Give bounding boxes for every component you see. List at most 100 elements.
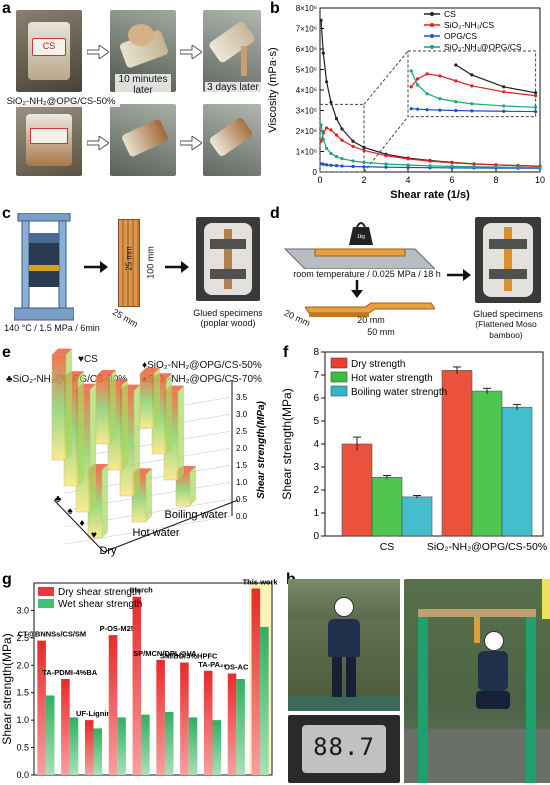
y-tick-label: 2.0 xyxy=(16,660,29,670)
y-axis-label: Shear strength(MPa) xyxy=(0,633,14,744)
panel-d: d 1kg room temperature / 0.025 MPa / 18 … xyxy=(265,205,550,340)
inset-point-3 xyxy=(470,102,474,106)
legend-swatch-0 xyxy=(330,357,348,369)
caption-10min: 10 minutes later xyxy=(115,74,171,96)
caption-bamboo-1: Glued specimens xyxy=(473,309,543,319)
category-label: OS-AC xyxy=(224,663,249,672)
series-line-3 xyxy=(320,124,541,169)
bar-1-1 xyxy=(69,717,79,775)
category-label: CS xyxy=(380,541,395,553)
inset-point-3 xyxy=(454,100,458,104)
legend-label-0: CS xyxy=(444,9,456,19)
arrow-d-right xyxy=(447,269,471,281)
bar-0-5 xyxy=(156,659,165,775)
bar-1-3 xyxy=(117,717,126,775)
panel-b: b 0 1×10⁶ 2×10⁶ 3×10⁶ 4×10⁶ 5×10⁶ 6×10⁶ 7×10⁶ 8×… xyxy=(262,0,550,205)
inset-point-2 xyxy=(415,107,420,111)
bar-side xyxy=(122,379,128,470)
bar-side xyxy=(90,383,96,512)
bar-side xyxy=(190,466,196,506)
series-point-0 xyxy=(321,51,325,55)
arrow-a4 xyxy=(180,136,202,150)
bar-0-0 xyxy=(341,443,373,537)
x-tick-label: 8 xyxy=(493,175,498,185)
x-tick-label: 10 xyxy=(535,175,545,185)
panel-a: a CS CS SiO₂-NH₂@OPG/CS-50% 10 minutes l… xyxy=(0,0,262,180)
bar-1-0 xyxy=(45,695,55,775)
inset-point-2 xyxy=(502,109,506,113)
series-line-2 xyxy=(320,163,541,169)
category-label: TA-PDMI-4%BA xyxy=(42,668,97,677)
legend-marker-1 xyxy=(430,23,434,27)
viscosity-chart: 0 1×10⁶ 2×10⁶ 3×10⁶ 4×10⁶ 5×10⁶ 6×10⁶ 7×10⁶ 8×10… xyxy=(267,4,545,201)
z-tick-label: 3.0 xyxy=(236,410,248,419)
inset-point-1 xyxy=(502,90,506,94)
arrow-a2 xyxy=(180,45,202,59)
inset-point-3 xyxy=(438,97,442,101)
legend-label-3: SiO₂-NH₂@OPG/CS xyxy=(444,42,522,52)
bar-3d xyxy=(175,466,196,507)
series-point-0 xyxy=(362,145,366,149)
category-label: UF-Lignin xyxy=(76,709,111,718)
legend-marker-2 xyxy=(430,34,434,38)
x-tick-label: 4 xyxy=(405,175,410,185)
inset-point-1 xyxy=(534,94,538,98)
y-tick-label: 1 xyxy=(313,508,319,519)
legend-swatch-0 xyxy=(38,587,54,596)
caption-poplar-1: Glued specimens xyxy=(193,308,262,318)
series-point-0 xyxy=(319,18,323,22)
bar-side xyxy=(102,464,108,538)
arrow-a1 xyxy=(87,45,109,59)
x-tick-label: 6 xyxy=(449,175,454,185)
category-label: Dry xyxy=(99,545,117,557)
y-tick-label: 6 xyxy=(313,393,319,404)
series-symbol: ♥ xyxy=(91,530,97,541)
shear-strength-bar-chart: 0 1 2 3 4 5 6 7 8 Shear strength(MPa) Dry strength… xyxy=(280,347,547,553)
series-point-3 xyxy=(494,165,498,169)
dim-d-20b: 20 mm xyxy=(357,315,385,325)
inset-point-1 xyxy=(454,79,458,83)
series-point-1 xyxy=(319,139,323,143)
z-tick-label: 1.0 xyxy=(236,478,248,487)
series-point-0 xyxy=(329,100,333,104)
series-point-3 xyxy=(450,164,454,168)
series-symbol: ♦ xyxy=(79,518,84,529)
photo-hanging-test xyxy=(404,579,550,783)
bar-side xyxy=(154,367,160,428)
legend-swatch-1 xyxy=(330,371,348,383)
bar-1-2 xyxy=(93,728,103,775)
y-tick-label: 8 xyxy=(313,347,319,358)
inset-point-0 xyxy=(470,73,474,77)
series-point-3 xyxy=(406,163,410,167)
bar-front xyxy=(139,373,155,429)
category-label: P-OS-M25 xyxy=(100,624,135,633)
category-label: SP/MCN/DPL@VA xyxy=(133,649,197,658)
photo-cs-jar: CS xyxy=(16,10,82,92)
poplar-block xyxy=(118,219,140,307)
bar-side xyxy=(110,370,116,444)
bar-top xyxy=(96,370,116,376)
dim-d-50: 50 mm xyxy=(367,327,395,337)
legend-label-2: Boiling water strength xyxy=(351,387,447,398)
bar-side xyxy=(178,385,184,480)
jar-label-text: CS xyxy=(42,41,56,51)
legend-label-0: Dry strength xyxy=(351,359,405,370)
y-tick-label: 1.5 xyxy=(16,688,29,698)
arrow-d-down xyxy=(351,280,363,298)
series-point-1 xyxy=(351,144,355,148)
panel-label-f: f xyxy=(283,344,289,361)
inset-point-0 xyxy=(534,91,538,95)
shear-3d-chart: 0.0 0.5 1.0 1.5 2.0 2.5 3.0 3.5 Shear strength(M… xyxy=(51,348,267,557)
series-point-2 xyxy=(362,165,366,169)
y-axis-label: Viscosity (mPa·s) xyxy=(267,47,279,132)
legend-marker-0 xyxy=(430,12,434,16)
y-tick-label: 7×10⁶ xyxy=(296,25,317,34)
photo-composite-3days xyxy=(203,104,261,176)
bar-1-9 xyxy=(260,626,269,775)
z-tick-label: 0.5 xyxy=(236,495,248,504)
series-point-0 xyxy=(351,139,355,143)
series-point-3 xyxy=(472,165,476,169)
photo-scale: 88.7 xyxy=(288,715,400,783)
bamboo-lap-joint xyxy=(305,302,435,317)
series-symbol: ♣ xyxy=(55,494,62,505)
